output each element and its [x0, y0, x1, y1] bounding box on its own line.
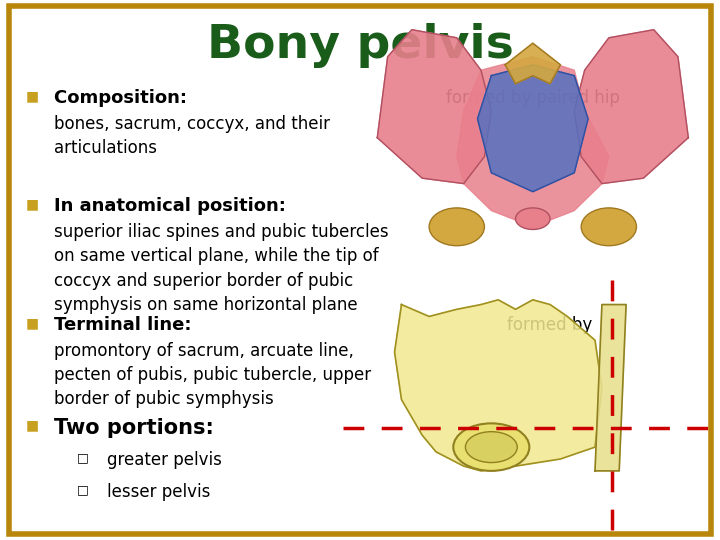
Text: formed by paired hip: formed by paired hip	[446, 89, 620, 107]
Text: ■: ■	[26, 316, 39, 330]
Text: lesser pelvis: lesser pelvis	[107, 483, 210, 501]
Polygon shape	[456, 57, 609, 227]
Text: □: □	[77, 451, 89, 464]
Polygon shape	[377, 30, 491, 184]
Polygon shape	[595, 305, 626, 471]
Text: greater pelvis: greater pelvis	[107, 451, 222, 469]
Text: formed by: formed by	[507, 316, 592, 334]
Ellipse shape	[516, 208, 550, 230]
Ellipse shape	[454, 423, 529, 471]
Polygon shape	[575, 30, 688, 184]
Text: promontory of sacrum, arcuate line,
pecten of pubis, pubic tubercle, upper
borde: promontory of sacrum, arcuate line, pect…	[54, 342, 371, 408]
Ellipse shape	[429, 208, 485, 246]
Text: superior iliac spines and pubic tubercles
on same vertical plane, while the tip : superior iliac spines and pubic tubercle…	[54, 223, 389, 314]
Text: Composition:: Composition:	[54, 89, 193, 107]
Text: Two portions:: Two portions:	[54, 418, 214, 438]
Text: ■: ■	[26, 197, 39, 211]
Text: ■: ■	[26, 89, 39, 103]
Polygon shape	[505, 43, 560, 84]
Text: Terminal line:: Terminal line:	[54, 316, 198, 334]
Ellipse shape	[465, 431, 517, 463]
Text: ■: ■	[26, 418, 39, 433]
Polygon shape	[477, 65, 588, 192]
Text: □: □	[77, 483, 89, 496]
Text: Bony pelvis: Bony pelvis	[207, 23, 513, 69]
Ellipse shape	[581, 208, 636, 246]
Text: bones, sacrum, coccyx, and their
articulations: bones, sacrum, coccyx, and their articul…	[54, 115, 330, 157]
Text: In anatomical position:: In anatomical position:	[54, 197, 292, 215]
Polygon shape	[395, 300, 602, 471]
